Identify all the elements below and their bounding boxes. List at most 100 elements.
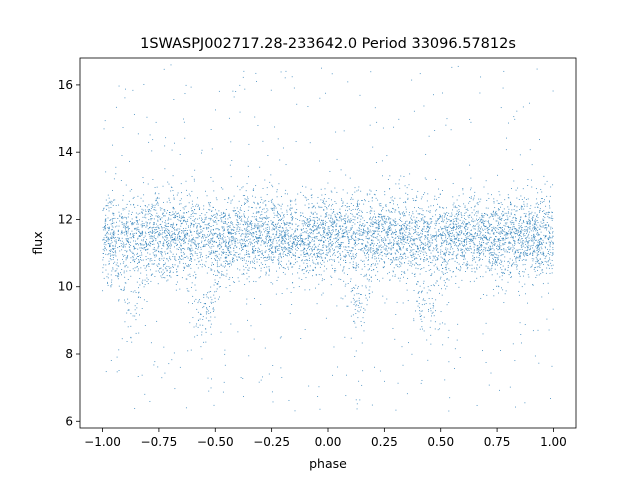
data-point: [224, 229, 225, 231]
data-point: [440, 253, 442, 255]
data-point: [250, 233, 252, 235]
data-point: [340, 297, 342, 299]
data-point: [469, 233, 471, 235]
data-point: [190, 253, 192, 255]
data-point: [306, 230, 308, 232]
data-point: [464, 212, 466, 214]
data-point: [510, 233, 512, 235]
data-point: [274, 251, 276, 253]
data-point: [197, 237, 199, 239]
data-point: [515, 228, 517, 230]
data-point: [530, 266, 532, 268]
data-point: [173, 197, 175, 199]
data-point: [108, 197, 110, 199]
data-point: [143, 223, 145, 225]
data-point: [344, 220, 346, 222]
data-point: [549, 195, 551, 197]
data-point: [382, 226, 384, 227]
data-point: [200, 226, 202, 227]
data-point: [242, 248, 244, 250]
data-point: [497, 174, 499, 176]
data-point: [475, 212, 477, 214]
data-point: [180, 250, 182, 252]
data-point: [313, 212, 314, 214]
data-point: [154, 227, 156, 229]
data-point: [423, 330, 425, 332]
data-point: [273, 228, 275, 230]
data-point: [403, 253, 405, 255]
data-point: [369, 213, 371, 215]
data-point: [126, 243, 127, 245]
data-point: [410, 254, 412, 256]
data-point: [439, 193, 441, 195]
data-point: [473, 244, 475, 245]
data-point: [206, 307, 208, 309]
data-point: [110, 274, 112, 276]
data-point: [381, 160, 383, 162]
data-point: [363, 229, 364, 231]
data-point: [353, 299, 355, 301]
data-point: [325, 239, 327, 241]
data-point: [436, 266, 438, 268]
data-point: [142, 177, 144, 178]
data-point: [347, 305, 349, 307]
data-point: [421, 268, 423, 269]
data-point: [304, 241, 306, 243]
data-point: [520, 236, 522, 238]
data-point: [383, 227, 385, 229]
data-point: [171, 239, 173, 240]
data-point: [449, 248, 451, 250]
data-point: [286, 209, 288, 211]
data-point: [389, 259, 391, 261]
data-point: [218, 253, 220, 255]
data-point: [252, 239, 254, 241]
data-point: [540, 221, 542, 223]
data-point: [405, 206, 407, 208]
data-point: [171, 234, 173, 236]
data-point: [152, 244, 153, 245]
data-point: [365, 235, 367, 237]
data-point: [164, 240, 166, 242]
data-point: [528, 276, 530, 278]
data-point: [300, 240, 302, 242]
data-point: [189, 240, 191, 242]
data-point: [405, 211, 407, 213]
data-point: [389, 175, 391, 177]
data-point: [355, 326, 357, 328]
data-point: [210, 230, 211, 232]
data-point: [225, 263, 226, 264]
data-point: [438, 197, 440, 198]
data-point: [187, 257, 189, 259]
data-point: [436, 268, 438, 270]
data-point: [433, 235, 435, 237]
data-point: [375, 190, 377, 192]
data-point: [537, 329, 539, 331]
data-point: [170, 235, 172, 237]
data-point: [245, 230, 247, 232]
data-point: [144, 231, 146, 233]
data-point: [367, 259, 369, 261]
data-point: [155, 270, 157, 272]
data-point: [139, 235, 141, 237]
data-point: [546, 267, 548, 269]
data-point: [415, 263, 417, 264]
data-point: [419, 213, 421, 215]
data-point: [485, 225, 487, 227]
data-point: [281, 223, 282, 224]
data-point: [470, 240, 472, 241]
data-point: [181, 232, 182, 234]
data-point: [248, 269, 250, 271]
data-point: [161, 221, 163, 223]
data-point: [246, 254, 247, 255]
data-point: [125, 88, 126, 90]
data-point: [136, 228, 138, 230]
data-point: [363, 220, 365, 222]
data-point: [359, 399, 361, 401]
data-point: [395, 264, 397, 266]
data-point: [252, 249, 254, 251]
data-point: [442, 228, 444, 230]
data-point: [467, 215, 469, 217]
data-point: [426, 210, 428, 212]
data-point: [309, 220, 311, 222]
data-point: [263, 208, 265, 210]
